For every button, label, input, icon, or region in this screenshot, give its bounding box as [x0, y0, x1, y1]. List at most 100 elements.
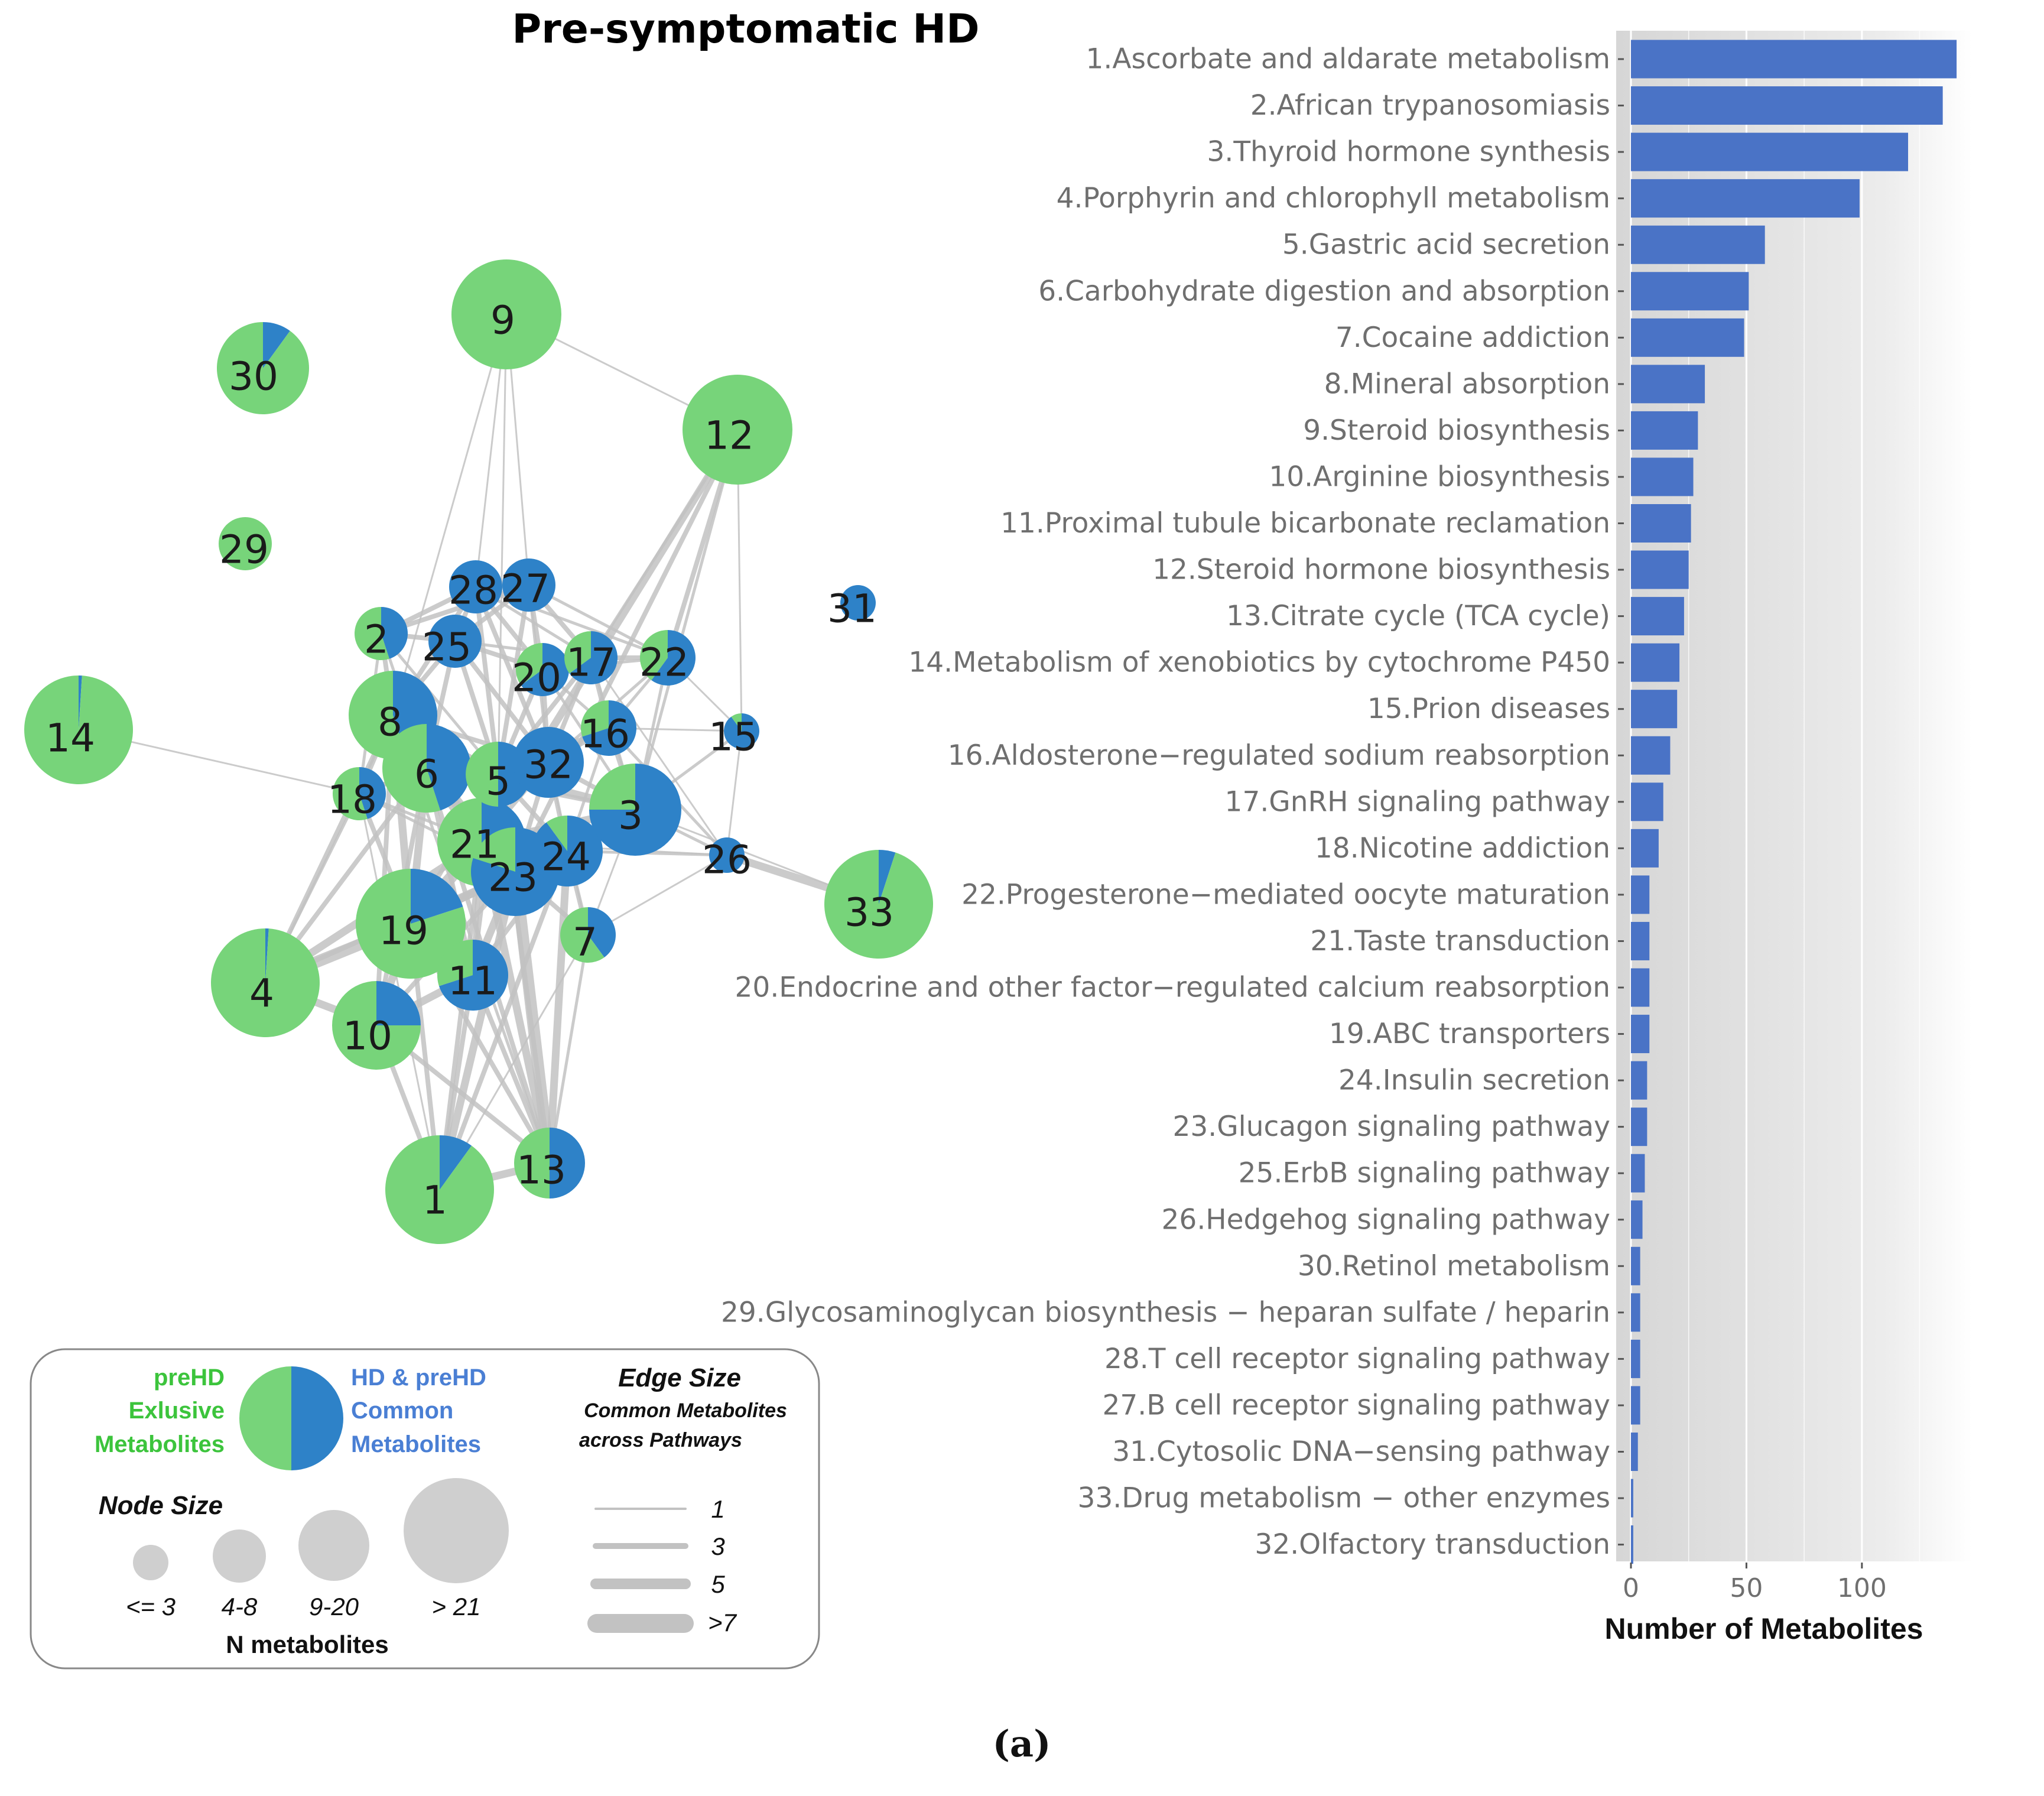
category-label-23: 24.Insulin secretion	[1338, 1064, 1610, 1097]
category-label-18: 18.Nicotine addiction	[1315, 832, 1610, 865]
node-33	[824, 850, 933, 959]
edge-12-23	[513, 427, 740, 874]
node-22-slice-common	[651, 630, 696, 686]
edge-1-21	[437, 840, 484, 1192]
node-13	[514, 1128, 585, 1199]
category-label-3: 3.Thyroid hormone synthesis	[1207, 136, 1610, 168]
edge-26-15	[726, 730, 743, 856]
node-16	[581, 700, 637, 756]
legend-edge-subtitle-1: Common Metabolites	[584, 1399, 787, 1422]
node-label-21: 21	[450, 822, 499, 868]
legend-node-size-label-4: > 21	[432, 1593, 481, 1620]
legend-node-size-caption: N metabolites	[226, 1631, 388, 1658]
category-label-8: 8.Mineral absorption	[1324, 368, 1610, 400]
bar-31	[1631, 1433, 1638, 1471]
node-30-slice-common	[263, 322, 290, 368]
bar-29	[1631, 1339, 1640, 1378]
legend-exclusive-line-2: Exlusive	[129, 1398, 225, 1424]
node-9-slice-exclusive	[451, 259, 561, 369]
node-label-5: 5	[486, 759, 511, 804]
node-27	[502, 558, 555, 612]
bar-6	[1631, 272, 1749, 311]
node-label-28: 28	[449, 568, 498, 613]
legend-edge-subtitle-2: across Pathways	[579, 1429, 742, 1451]
category-label-26: 26.Hedgehog signaling pathway	[1162, 1203, 1610, 1236]
bar-20	[1631, 921, 1650, 960]
legend-exclusive-line-1: preHD	[154, 1365, 225, 1391]
category-label-20: 21.Taste transduction	[1310, 925, 1610, 957]
node-6-slice-exclusive	[382, 724, 441, 813]
legend-node-size-1	[133, 1545, 168, 1580]
node-1-slice-exclusive	[385, 1135, 495, 1245]
bar-chart-category-labels: 1.Ascorbate and aldarate metabolism 2.Afr…	[721, 43, 1624, 1561]
legend-edge-label-2: 3	[711, 1532, 724, 1560]
category-label-11: 11.Proximal tubule bicarbonate reclamati…	[1000, 507, 1610, 540]
node-24	[532, 816, 603, 886]
legend: preHD Exlusive Metabolites HD & preHD Co…	[30, 1348, 820, 1670]
node-26-slice-common	[709, 837, 745, 873]
node-label-3: 3	[618, 793, 643, 839]
node-19-slice-exclusive	[356, 869, 466, 979]
category-label-16: 16.Aldosterone−regulated sodium reabsorp…	[948, 739, 1610, 772]
category-label-10: 10.Arginine biosynthesis	[1269, 460, 1610, 493]
category-label-4: 4.Porphyrin and chlorophyll metabolism	[1057, 182, 1610, 215]
node-16-slice-common	[582, 700, 637, 756]
bar-25	[1631, 1154, 1645, 1193]
bar-1	[1631, 40, 1957, 79]
node-label-32: 32	[524, 742, 573, 788]
node-6	[382, 724, 471, 813]
node-18-slice-exclusive	[332, 767, 368, 820]
node-label-12: 12	[704, 413, 754, 459]
node-label-23: 23	[488, 855, 538, 901]
bar-23	[1631, 1061, 1647, 1100]
category-label-13: 13.Citrate cycle (TCA cycle)	[1226, 600, 1610, 632]
node-33-slice-common	[879, 850, 896, 904]
node-6-slice-common	[427, 724, 471, 811]
node-19-slice-common	[411, 869, 463, 924]
node-label-14: 14	[46, 716, 95, 761]
edge-9-8	[392, 313, 508, 716]
bar-7	[1631, 318, 1744, 357]
node-11	[437, 940, 509, 1011]
node-24-slice-common	[532, 816, 603, 886]
legend-node-size-3	[298, 1510, 369, 1581]
bar-8	[1631, 365, 1705, 404]
node-4-slice-common	[265, 928, 269, 983]
node-label-22: 22	[639, 640, 689, 686]
category-label-17: 17.GnRH signaling pathway	[1225, 785, 1610, 818]
legend-edge-title: Edge Size	[618, 1363, 741, 1392]
legend-node-size-label-3: 9-20	[309, 1593, 359, 1620]
node-3-slice-exclusive	[589, 764, 635, 810]
bar-24	[1631, 1108, 1647, 1147]
node-1-slice-common	[440, 1135, 472, 1190]
node-29	[219, 517, 272, 570]
bar-13	[1631, 597, 1684, 636]
legend-common-line-1: HD & preHD	[351, 1365, 486, 1391]
bar-26	[1631, 1200, 1643, 1239]
node-label-20: 20	[512, 655, 561, 701]
node-14-slice-exclusive	[24, 675, 134, 785]
node-label-18: 18	[327, 777, 377, 823]
node-4-slice-exclusive	[211, 928, 320, 1037]
node-27-slice-common	[502, 558, 555, 612]
node-13-slice-exclusive	[514, 1128, 550, 1199]
node-label-11: 11	[448, 959, 498, 1004]
node-20-slice-common	[521, 643, 569, 696]
bar-19	[1631, 875, 1650, 914]
bar-14	[1631, 643, 1680, 682]
node-25-slice-common	[428, 615, 482, 668]
node-16-slice-exclusive	[581, 700, 609, 737]
bar-10	[1631, 457, 1694, 496]
category-label-14: 14.Metabolism of xenobiotics by cytochro…	[908, 647, 1610, 679]
legend-node-size-4	[404, 1478, 509, 1583]
bar-22	[1631, 1015, 1650, 1054]
node-3	[589, 764, 681, 856]
category-label-15: 15.Prion diseases	[1367, 693, 1610, 725]
node-4	[211, 928, 320, 1037]
category-label-7: 7.Cocaine addiction	[1335, 321, 1610, 354]
bar-9	[1631, 411, 1698, 450]
category-label-22: 19.ABC transporters	[1329, 1018, 1610, 1050]
xtick-label-0: 0	[1623, 1573, 1639, 1603]
node-10-slice-common	[376, 981, 421, 1025]
legend-node-size-label-2: 4-8	[222, 1593, 258, 1620]
